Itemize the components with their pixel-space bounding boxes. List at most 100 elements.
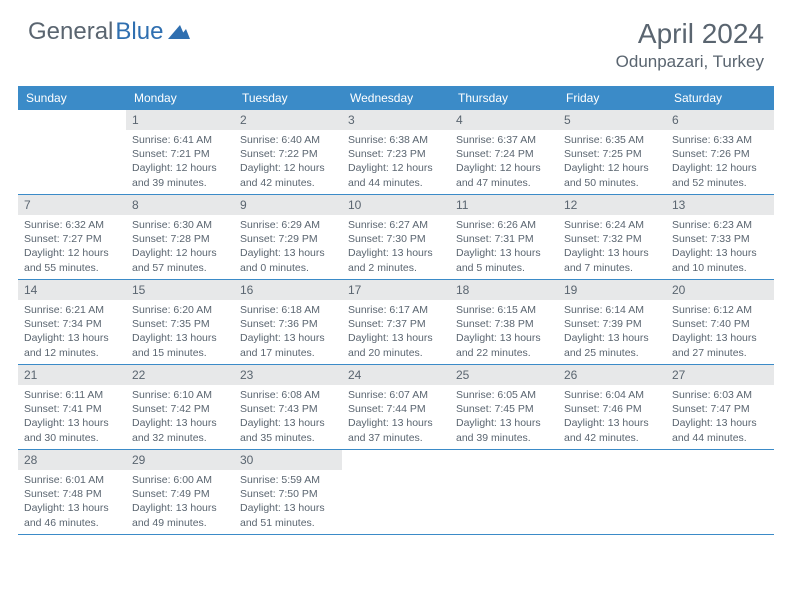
sunset-text: Sunset: 7:26 PM	[672, 147, 768, 161]
day-cell	[18, 110, 126, 194]
sunrise-text: Sunrise: 6:40 AM	[240, 133, 336, 147]
sunrise-text: Sunrise: 6:01 AM	[24, 473, 120, 487]
logo: General Blue	[28, 18, 190, 46]
day-details: Sunrise: 6:08 AMSunset: 7:43 PMDaylight:…	[234, 385, 342, 449]
page-header: General Blue April 2024 Odunpazari, Turk…	[0, 0, 792, 80]
day-cell: 27Sunrise: 6:03 AMSunset: 7:47 PMDayligh…	[666, 365, 774, 449]
day-number: 28	[18, 450, 126, 470]
week-row: 1Sunrise: 6:41 AMSunset: 7:21 PMDaylight…	[18, 110, 774, 195]
day-cell: 20Sunrise: 6:12 AMSunset: 7:40 PMDayligh…	[666, 280, 774, 364]
week-row: 14Sunrise: 6:21 AMSunset: 7:34 PMDayligh…	[18, 280, 774, 365]
day-cell: 29Sunrise: 6:00 AMSunset: 7:49 PMDayligh…	[126, 450, 234, 534]
sunset-text: Sunset: 7:48 PM	[24, 487, 120, 501]
day-details: Sunrise: 6:11 AMSunset: 7:41 PMDaylight:…	[18, 385, 126, 449]
day-number: 18	[450, 280, 558, 300]
dayname-tuesday: Tuesday	[234, 86, 342, 110]
day-cell: 14Sunrise: 6:21 AMSunset: 7:34 PMDayligh…	[18, 280, 126, 364]
day-cell	[558, 450, 666, 534]
sunset-text: Sunset: 7:24 PM	[456, 147, 552, 161]
day-details: Sunrise: 6:23 AMSunset: 7:33 PMDaylight:…	[666, 215, 774, 279]
day-cell: 10Sunrise: 6:27 AMSunset: 7:30 PMDayligh…	[342, 195, 450, 279]
day-number: 5	[558, 110, 666, 130]
sunset-text: Sunset: 7:41 PM	[24, 402, 120, 416]
sunset-text: Sunset: 7:46 PM	[564, 402, 660, 416]
daylight-text: Daylight: 12 hours and 44 minutes.	[348, 161, 444, 189]
day-details: Sunrise: 6:40 AMSunset: 7:22 PMDaylight:…	[234, 130, 342, 194]
daylight-text: Daylight: 13 hours and 44 minutes.	[672, 416, 768, 444]
day-cell: 23Sunrise: 6:08 AMSunset: 7:43 PMDayligh…	[234, 365, 342, 449]
day-number: 25	[450, 365, 558, 385]
day-cell	[450, 450, 558, 534]
month-title: April 2024	[616, 18, 764, 50]
day-number: 13	[666, 195, 774, 215]
day-details: Sunrise: 6:05 AMSunset: 7:45 PMDaylight:…	[450, 385, 558, 449]
day-cell: 17Sunrise: 6:17 AMSunset: 7:37 PMDayligh…	[342, 280, 450, 364]
day-cell: 2Sunrise: 6:40 AMSunset: 7:22 PMDaylight…	[234, 110, 342, 194]
sunset-text: Sunset: 7:23 PM	[348, 147, 444, 161]
day-cell: 28Sunrise: 6:01 AMSunset: 7:48 PMDayligh…	[18, 450, 126, 534]
sunset-text: Sunset: 7:40 PM	[672, 317, 768, 331]
daylight-text: Daylight: 13 hours and 51 minutes.	[240, 501, 336, 529]
day-number: 20	[666, 280, 774, 300]
daylight-text: Daylight: 13 hours and 0 minutes.	[240, 246, 336, 274]
dayname-saturday: Saturday	[666, 86, 774, 110]
sunrise-text: Sunrise: 6:18 AM	[240, 303, 336, 317]
sunset-text: Sunset: 7:50 PM	[240, 487, 336, 501]
sunset-text: Sunset: 7:31 PM	[456, 232, 552, 246]
dayname-monday: Monday	[126, 86, 234, 110]
sunset-text: Sunset: 7:39 PM	[564, 317, 660, 331]
sunset-text: Sunset: 7:36 PM	[240, 317, 336, 331]
sunrise-text: Sunrise: 6:32 AM	[24, 218, 120, 232]
day-cell: 12Sunrise: 6:24 AMSunset: 7:32 PMDayligh…	[558, 195, 666, 279]
dayname-wednesday: Wednesday	[342, 86, 450, 110]
sunset-text: Sunset: 7:21 PM	[132, 147, 228, 161]
daylight-text: Daylight: 13 hours and 39 minutes.	[456, 416, 552, 444]
day-details: Sunrise: 6:37 AMSunset: 7:24 PMDaylight:…	[450, 130, 558, 194]
sunset-text: Sunset: 7:38 PM	[456, 317, 552, 331]
day-details: Sunrise: 6:01 AMSunset: 7:48 PMDaylight:…	[18, 470, 126, 534]
day-cell: 21Sunrise: 6:11 AMSunset: 7:41 PMDayligh…	[18, 365, 126, 449]
day-cell: 15Sunrise: 6:20 AMSunset: 7:35 PMDayligh…	[126, 280, 234, 364]
sunrise-text: Sunrise: 6:20 AM	[132, 303, 228, 317]
daylight-text: Daylight: 13 hours and 27 minutes.	[672, 331, 768, 359]
day-cell: 8Sunrise: 6:30 AMSunset: 7:28 PMDaylight…	[126, 195, 234, 279]
day-details: Sunrise: 6:07 AMSunset: 7:44 PMDaylight:…	[342, 385, 450, 449]
sunset-text: Sunset: 7:33 PM	[672, 232, 768, 246]
day-number: 17	[342, 280, 450, 300]
daylight-text: Daylight: 12 hours and 52 minutes.	[672, 161, 768, 189]
sunrise-text: Sunrise: 6:37 AM	[456, 133, 552, 147]
daylight-text: Daylight: 12 hours and 39 minutes.	[132, 161, 228, 189]
sunrise-text: Sunrise: 6:10 AM	[132, 388, 228, 402]
sunrise-text: Sunrise: 6:03 AM	[672, 388, 768, 402]
logo-text-1: General	[28, 18, 113, 46]
day-number: 12	[558, 195, 666, 215]
day-number: 3	[342, 110, 450, 130]
day-details: Sunrise: 6:14 AMSunset: 7:39 PMDaylight:…	[558, 300, 666, 364]
day-cell: 3Sunrise: 6:38 AMSunset: 7:23 PMDaylight…	[342, 110, 450, 194]
sunset-text: Sunset: 7:30 PM	[348, 232, 444, 246]
day-details: Sunrise: 6:15 AMSunset: 7:38 PMDaylight:…	[450, 300, 558, 364]
sunset-text: Sunset: 7:44 PM	[348, 402, 444, 416]
sunset-text: Sunset: 7:28 PM	[132, 232, 228, 246]
day-cell: 24Sunrise: 6:07 AMSunset: 7:44 PMDayligh…	[342, 365, 450, 449]
day-number: 16	[234, 280, 342, 300]
day-cell: 5Sunrise: 6:35 AMSunset: 7:25 PMDaylight…	[558, 110, 666, 194]
day-details: Sunrise: 6:38 AMSunset: 7:23 PMDaylight:…	[342, 130, 450, 194]
sunset-text: Sunset: 7:47 PM	[672, 402, 768, 416]
sunrise-text: Sunrise: 6:07 AM	[348, 388, 444, 402]
day-details: Sunrise: 6:24 AMSunset: 7:32 PMDaylight:…	[558, 215, 666, 279]
sunset-text: Sunset: 7:49 PM	[132, 487, 228, 501]
daylight-text: Daylight: 13 hours and 37 minutes.	[348, 416, 444, 444]
sunset-text: Sunset: 7:35 PM	[132, 317, 228, 331]
sunset-text: Sunset: 7:32 PM	[564, 232, 660, 246]
day-number: 19	[558, 280, 666, 300]
day-cell: 7Sunrise: 6:32 AMSunset: 7:27 PMDaylight…	[18, 195, 126, 279]
daylight-text: Daylight: 13 hours and 22 minutes.	[456, 331, 552, 359]
week-row: 28Sunrise: 6:01 AMSunset: 7:48 PMDayligh…	[18, 450, 774, 535]
daylight-text: Daylight: 13 hours and 46 minutes.	[24, 501, 120, 529]
daylight-text: Daylight: 13 hours and 42 minutes.	[564, 416, 660, 444]
daylight-text: Daylight: 13 hours and 15 minutes.	[132, 331, 228, 359]
sunset-text: Sunset: 7:22 PM	[240, 147, 336, 161]
daylight-text: Daylight: 12 hours and 57 minutes.	[132, 246, 228, 274]
sunrise-text: Sunrise: 6:29 AM	[240, 218, 336, 232]
